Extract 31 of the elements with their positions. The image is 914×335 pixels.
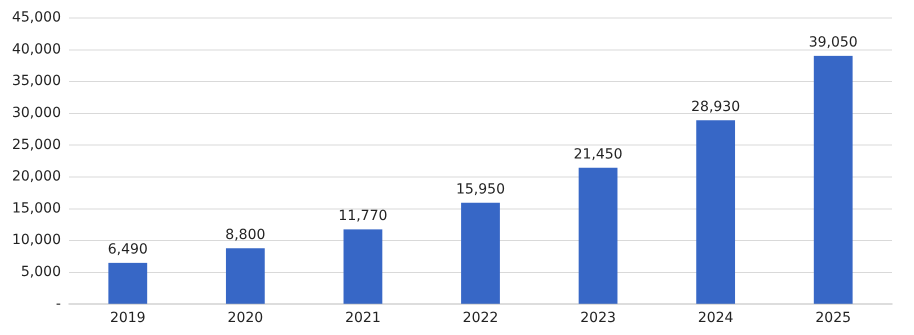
y-tick-label: 10,000: [12, 232, 61, 248]
data-label: 21,450: [574, 146, 623, 162]
y-tick-label: 20,000: [12, 168, 61, 185]
bar: [814, 56, 853, 304]
y-tick-label: 45,000: [12, 10, 61, 26]
data-label: 6,490: [108, 242, 148, 258]
bar: [226, 248, 265, 304]
bar: [108, 262, 148, 304]
x-tick-label: 2023: [580, 310, 616, 326]
bar: [461, 202, 500, 304]
data-label: 28,930: [691, 98, 740, 115]
y-tick-label: 5,000: [20, 264, 61, 280]
bar: [578, 168, 618, 304]
y-tick-label: 30,000: [12, 105, 61, 122]
y-tick-label: -: [56, 296, 61, 312]
bar: [344, 229, 382, 304]
y-tick-label: 40,000: [12, 41, 61, 58]
x-tick-label: 2025: [815, 310, 852, 326]
data-label: 8,800: [225, 226, 266, 243]
x-tick-label: 2024: [698, 310, 734, 326]
bar: [696, 120, 736, 304]
x-tick-label: 2021: [345, 310, 381, 326]
data-label: 39,050: [808, 34, 858, 50]
y-tick-label: 15,000: [12, 200, 61, 216]
y-tick-label: 25,000: [12, 136, 61, 153]
x-tick-label: 2022: [462, 310, 498, 326]
data-label: 15,950: [456, 181, 505, 198]
data-label: 11,770: [338, 208, 388, 224]
x-tick-label: 2019: [110, 310, 146, 326]
y-tick-label: 35,000: [12, 73, 61, 90]
x-tick-label: 2020: [228, 310, 264, 326]
